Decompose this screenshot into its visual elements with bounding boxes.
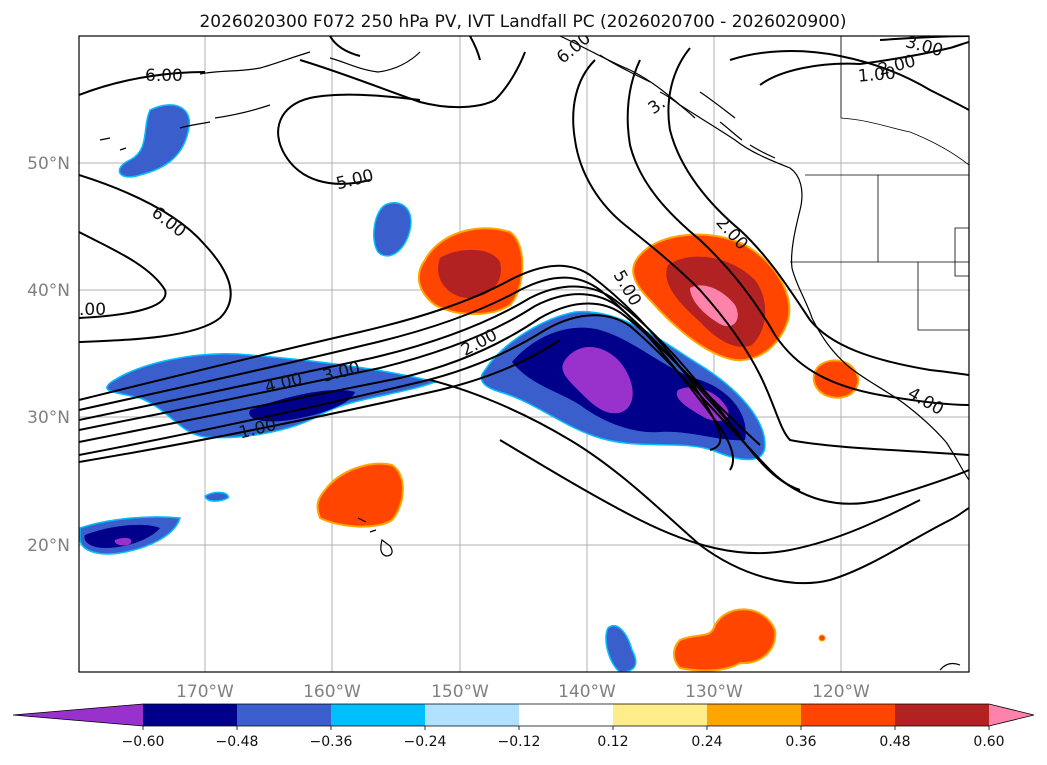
colorbar-segment xyxy=(707,704,802,726)
contour-label: .00 xyxy=(79,300,106,320)
colorbar-tick-label: 0.48 xyxy=(879,734,910,750)
lon-label: 150°W xyxy=(431,682,489,702)
lon-label: 140°W xyxy=(558,682,616,702)
negative-anomaly-fills xyxy=(79,104,766,672)
lat-label: 30°N xyxy=(27,408,70,428)
lat-label: 20°N xyxy=(27,536,70,556)
colorbar-tick-label: −0.36 xyxy=(310,734,353,750)
lon-label: 160°W xyxy=(303,682,361,702)
lon-label: 170°W xyxy=(176,682,234,702)
colorbar-segment xyxy=(895,704,990,726)
coastlines xyxy=(99,36,969,671)
colorbar-tick-label: 0.36 xyxy=(785,734,816,750)
colorbar: −0.60 −0.48 −0.36 −0.24 −0.12 0.12 0.24 0.36 0.4… xyxy=(12,703,1035,750)
longitude-labels: 170°W 160°W 150°W 140°W 130°W 120°W xyxy=(176,682,870,702)
lon-label: 130°W xyxy=(685,682,743,702)
pv-contours xyxy=(79,36,969,584)
colorbar-segment xyxy=(237,704,332,726)
colorbar-extend-low xyxy=(13,704,143,726)
colorbar-segment xyxy=(425,704,520,726)
colorbar-tick-label: 0.60 xyxy=(973,734,1004,750)
colorbar-segment xyxy=(143,704,238,726)
map-title: 2026020300 F072 250 hPa PV, IVT Landfall… xyxy=(199,12,846,32)
colorbar-tick-label: −0.60 xyxy=(122,734,165,750)
map-area: 6.00 6.00 5.00 5.00 6.00 3.00 2.00 1.00 … xyxy=(78,35,970,673)
colorbar-segment xyxy=(519,704,614,726)
colorbar-segment xyxy=(613,704,708,726)
colorbar-tick-label: 0.12 xyxy=(597,734,628,750)
lat-label: 50°N xyxy=(27,154,70,174)
positive-anomaly-fills xyxy=(316,227,860,672)
lon-label: 120°W xyxy=(812,682,870,702)
contour-label: 6.00 xyxy=(145,66,183,86)
latitude-labels: 50°N 40°N 30°N 20°N xyxy=(27,154,70,556)
colorbar-tick-label: 0.24 xyxy=(691,734,722,750)
lat-label: 40°N xyxy=(27,281,70,301)
colorbar-segment xyxy=(331,704,426,726)
map-frame xyxy=(78,35,970,673)
colorbar-tick-label: −0.12 xyxy=(498,734,541,750)
colorbar-tick-label: −0.24 xyxy=(404,734,447,750)
colorbar-tick-label: −0.48 xyxy=(216,734,259,750)
state-borders xyxy=(790,36,969,331)
contour-label: 1.00 xyxy=(857,63,896,86)
colorbar-segment xyxy=(801,704,896,726)
colorbar-extend-high xyxy=(989,704,1034,726)
